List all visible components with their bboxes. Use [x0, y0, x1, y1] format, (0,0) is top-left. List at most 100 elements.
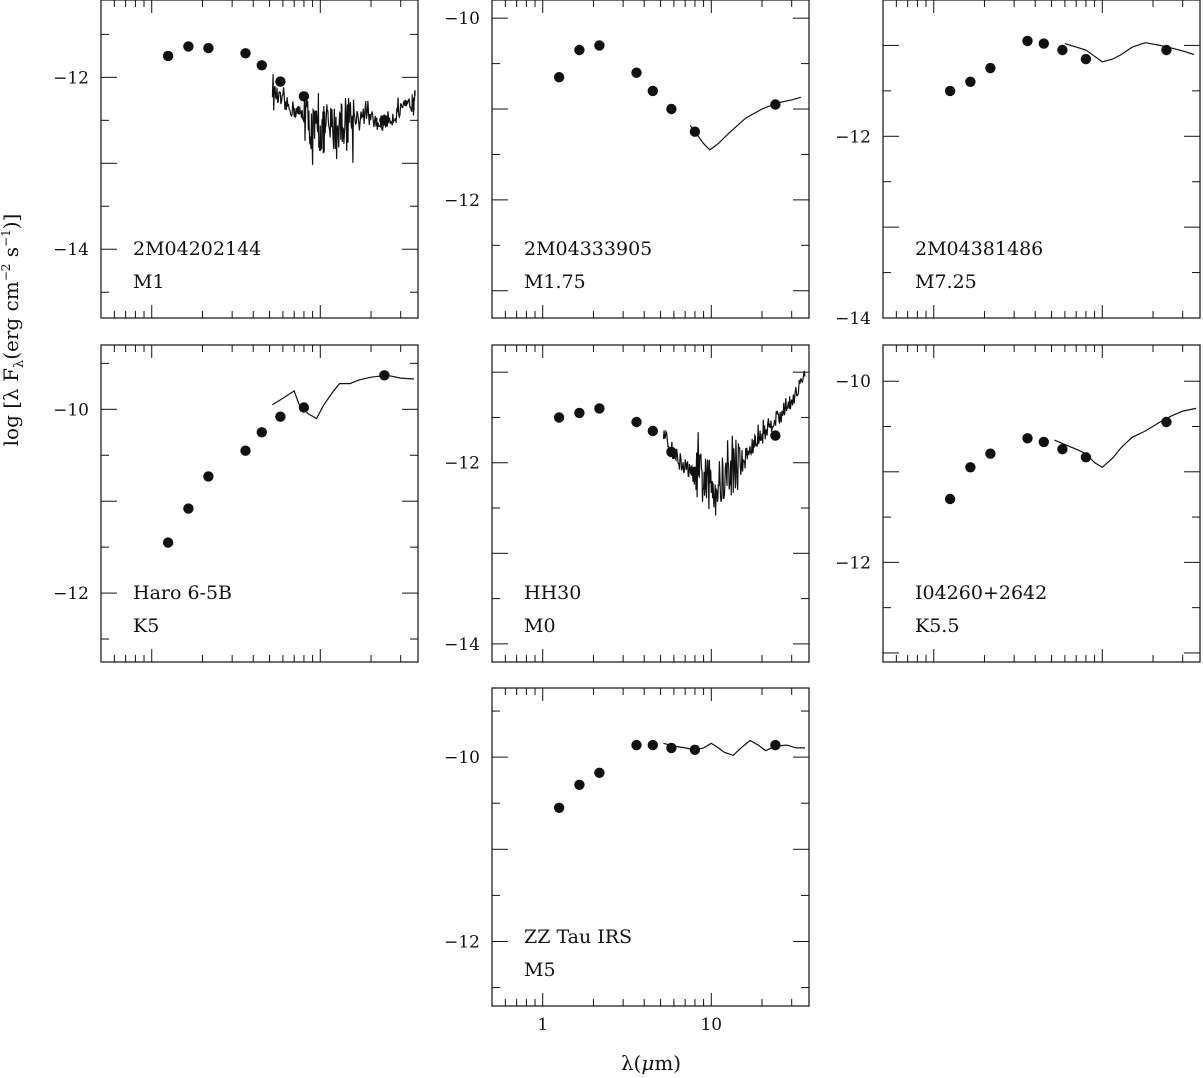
photometry-point [594, 403, 605, 414]
photometry-point [162, 537, 174, 548]
photometry-point [553, 802, 565, 813]
panel: −12 −14 2M04381486 M7.25 [835, 0, 1201, 329]
y-tick-label: −12 [444, 191, 480, 211]
photometry-point [770, 430, 781, 441]
photometry-point [256, 427, 267, 438]
y-tick-label: −12 [444, 454, 480, 474]
photometry-point [574, 407, 585, 419]
panel-spectral-type: K5 [133, 615, 159, 637]
photometry-point [647, 739, 658, 751]
photometry-point [689, 744, 701, 755]
photometry-point [240, 445, 251, 456]
photometry-point [379, 370, 390, 381]
panel-spectral-type: M7.25 [915, 271, 977, 293]
photometry-point [770, 99, 781, 110]
photometry-point [944, 493, 956, 505]
photometry-point [689, 126, 701, 137]
photometry-point [1057, 44, 1068, 56]
irs-spectrum [663, 739, 805, 756]
photometry-point [631, 67, 642, 78]
panel: −10 −12 1 10 ZZ Tau IRS M5 [444, 687, 810, 1035]
photometry-point [1022, 433, 1033, 444]
x-tick-label: 10 [700, 1015, 722, 1035]
panel-spectral-type: K5.5 [915, 615, 959, 637]
panel-frame [882, 344, 1201, 663]
photometry-point [666, 103, 677, 115]
photometry-point [647, 85, 658, 97]
irs-spectrum [689, 96, 802, 151]
photometry-point [1161, 44, 1172, 56]
irs-spectrum [1054, 407, 1197, 469]
panel-frame [100, 0, 419, 319]
photometry-point [965, 76, 976, 88]
photometry-point [1038, 436, 1050, 448]
photometry-point [275, 411, 286, 422]
photometry-point [647, 425, 658, 437]
panel: −10 −12 I04260+2642 K5.5 [835, 344, 1201, 663]
photometry-point [965, 462, 976, 473]
panel-spectral-type: M0 [524, 615, 556, 637]
photometry-point [553, 72, 565, 83]
photometry-point [594, 40, 605, 51]
photometry-point [631, 739, 642, 751]
photometry-point [944, 85, 956, 97]
photometry-point [275, 76, 286, 87]
photometry-point [553, 412, 565, 423]
panel-source-name: 2M04333905 [524, 238, 652, 260]
y-tick-label: −10 [835, 372, 871, 392]
photometry-point [379, 115, 390, 126]
panel-source-name: Haro 6-5B [133, 582, 232, 604]
y-tick-label: −12 [53, 68, 89, 88]
photometry-point [594, 767, 605, 778]
photometry-point [574, 44, 585, 56]
photometry-point [666, 446, 677, 458]
photometry-point [183, 503, 194, 514]
photometry-point [985, 62, 996, 74]
panel-source-name: HH30 [524, 582, 581, 604]
photometry-point [240, 48, 251, 59]
photometry-point [689, 466, 701, 477]
photometry-point [256, 60, 267, 71]
panel-spectral-type: M1 [133, 271, 165, 293]
panel: −10 −12 Haro 6-5B K5 [53, 344, 419, 663]
y-tick-label: −12 [53, 584, 89, 604]
panel-frame [882, 0, 1201, 319]
panel: −10 −12 2M04333905 M1.75 [444, 0, 810, 319]
photometry-point [162, 50, 174, 62]
panel: −12 −14 HH30 M0 [444, 344, 810, 663]
photometry-point [1080, 53, 1092, 65]
x-tick-label: 1 [537, 1015, 548, 1035]
y-tick-label: −12 [444, 932, 480, 952]
photometry-point [183, 41, 194, 52]
y-tick-label: −12 [835, 127, 871, 147]
photometry-point [985, 448, 996, 459]
panel-source-name: 2M04202144 [133, 238, 261, 260]
y-tick-label: −14 [444, 635, 480, 655]
panel-frame [100, 344, 419, 663]
photometry-point [666, 742, 677, 754]
photometry-point [203, 471, 214, 482]
photometry-point [574, 779, 585, 790]
y-tick-label: −10 [53, 400, 89, 420]
irs-spectrum [1064, 42, 1195, 63]
irs-spectrum [272, 374, 415, 420]
irs-spectrum [662, 370, 806, 516]
panel-spectral-type: M1.75 [524, 271, 586, 293]
y-tick-label: −14 [835, 309, 871, 329]
photometry-point [1022, 35, 1033, 47]
panel-source-name: ZZ Tau IRS [524, 926, 632, 948]
y-tick-label: −10 [444, 748, 480, 768]
panel-source-name: 2M04381486 [915, 238, 1043, 260]
panel-spectral-type: M5 [524, 959, 556, 981]
y-tick-label: −12 [835, 553, 871, 573]
photometry-point [631, 416, 642, 428]
y-axis-title: log [λ Fλ(erg cm−2 s−1)] [0, 214, 27, 447]
panel-source-name: I04260+2642 [915, 582, 1047, 604]
panel-frame [491, 344, 810, 663]
panel: −12 −14 2M04202144 M1 [53, 0, 419, 319]
photometry-point [1038, 38, 1050, 49]
photometry-point [1057, 444, 1068, 455]
irs-spectrum [271, 74, 416, 165]
photometry-point [298, 402, 310, 413]
photometry-point [1080, 452, 1092, 463]
